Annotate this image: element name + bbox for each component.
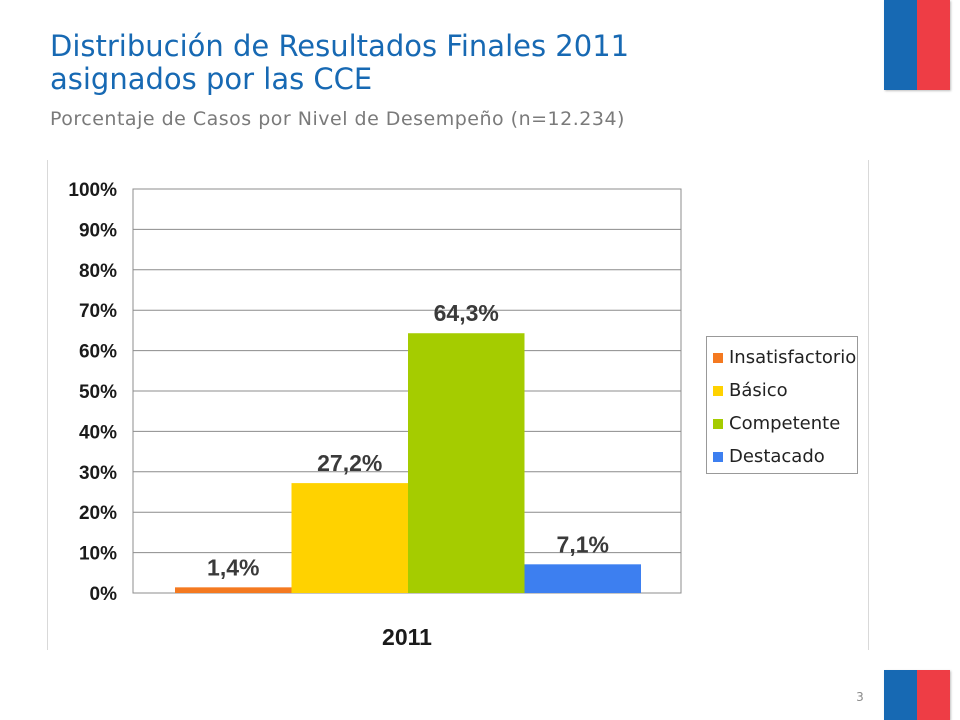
y-tick-label: 30% [79, 463, 117, 484]
data-label: 27,2% [317, 450, 382, 476]
page-number: 3 [856, 690, 864, 704]
flag-red-stripe [917, 670, 950, 720]
bar-destacado [524, 564, 641, 593]
bar-insatisfactorio [175, 587, 292, 593]
legend-swatch [713, 352, 723, 363]
slide-title: Distribución de Resultados Finales 2011 … [50, 30, 850, 96]
title-line-1: Distribución de Resultados Finales 2011 [50, 29, 630, 63]
legend-swatch [713, 451, 723, 462]
y-tick-label: 70% [79, 301, 117, 322]
y-tick-label: 20% [79, 503, 117, 524]
y-tick-label: 90% [79, 220, 117, 241]
slide-subtitle: Porcentaje de Casos por Nivel de Desempe… [50, 108, 625, 130]
title-line-2: asignados por las CCE [50, 62, 373, 96]
legend-item-competente: Competente [713, 407, 857, 440]
y-tick-label: 10% [79, 544, 117, 565]
legend-item-insatisfactorio: Insatisfactorio [713, 341, 857, 374]
y-tick-label: 50% [79, 382, 117, 403]
legend-label: Insatisfactorio [729, 347, 857, 368]
chart-legend: Insatisfactorio Básico Competente Destac… [706, 336, 858, 474]
y-tick-label: 100% [68, 180, 117, 201]
legend-label: Destacado [729, 446, 825, 467]
bar-basico [291, 483, 408, 593]
legend-item-destacado: Destacado [713, 440, 857, 473]
legend-item-basico: Básico [713, 374, 857, 407]
flag-red-stripe [917, 0, 950, 90]
flag-blue-stripe [884, 670, 917, 720]
bar-competente [408, 333, 525, 593]
legend-label: Competente [729, 413, 841, 434]
y-tick-label: 0% [90, 584, 118, 605]
y-tick-label: 60% [79, 342, 117, 363]
y-tick-label: 80% [79, 261, 117, 282]
data-label: 1,4% [207, 554, 259, 580]
flag-blue-stripe [884, 0, 917, 90]
chile-flag-decoration-bottom [884, 670, 950, 720]
legend-swatch [713, 418, 723, 429]
legend-label: Básico [729, 380, 788, 401]
x-category-label: 2011 [382, 624, 432, 650]
chart-frame [47, 160, 869, 650]
data-label: 7,1% [557, 531, 609, 557]
chile-flag-decoration-top [884, 0, 950, 90]
y-tick-label: 40% [79, 422, 117, 443]
legend-swatch [713, 385, 723, 396]
data-label: 64,3% [434, 300, 499, 326]
